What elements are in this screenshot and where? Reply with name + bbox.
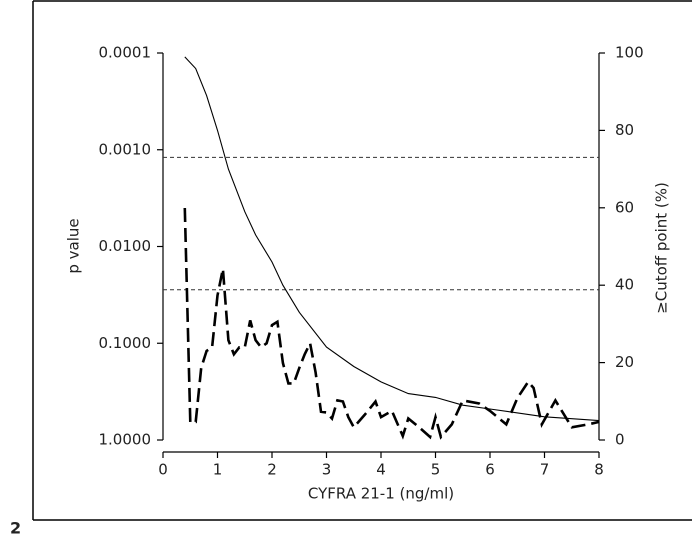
y2-tick-label: 40 — [615, 276, 634, 294]
y2-tick-label: 20 — [615, 353, 634, 371]
x-axis-label: CYFRA 21-1 (ng/ml) — [308, 485, 454, 503]
y2-tick-label: 60 — [615, 198, 634, 216]
y-tick-label: 1.0000 — [99, 431, 152, 449]
y2-tick-label: 80 — [615, 121, 634, 139]
data-line — [183, 207, 600, 440]
x-tick-label: 8 — [594, 461, 604, 479]
data-line — [184, 56, 600, 422]
x-tick-label: 1 — [213, 461, 223, 479]
x-tick-label: 6 — [485, 461, 495, 479]
x-tick-label: 2 — [267, 461, 277, 479]
x-tick-label: 3 — [322, 461, 332, 479]
x-tick-label: 4 — [376, 461, 386, 479]
y-tick-label: 0.0100 — [99, 237, 152, 255]
y-tick-label: 0.0001 — [99, 44, 152, 62]
x-tick-label: 5 — [431, 461, 441, 479]
y-tick-label: 0.1000 — [99, 334, 152, 352]
panel-label: 2 — [10, 519, 21, 538]
y2-tick-label: 100 — [615, 44, 644, 62]
x-tick-label: 0 — [158, 461, 168, 479]
y-axis-label: p value — [65, 218, 83, 273]
y2-tick-label: 0 — [615, 431, 625, 449]
y2-axis-label: ≥Cutoff point (%) — [653, 182, 671, 314]
x-tick-label: 7 — [540, 461, 550, 479]
y-tick-label: 0.0010 — [99, 140, 152, 158]
